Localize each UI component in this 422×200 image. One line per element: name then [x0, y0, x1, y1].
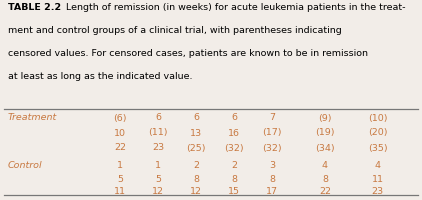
Text: 22: 22 — [319, 188, 331, 196]
Text: 8: 8 — [269, 174, 275, 184]
Text: 5: 5 — [117, 174, 123, 184]
Text: 4: 4 — [322, 160, 328, 170]
Text: TABLE 2.2: TABLE 2.2 — [8, 3, 61, 12]
Text: 16: 16 — [228, 129, 240, 138]
Text: 7: 7 — [269, 114, 275, 122]
Text: 6: 6 — [155, 114, 161, 122]
Text: 6: 6 — [231, 114, 237, 122]
Text: 13: 13 — [190, 129, 202, 138]
Text: (10): (10) — [368, 114, 387, 122]
Text: 12: 12 — [190, 188, 202, 196]
Text: 15: 15 — [228, 188, 240, 196]
Text: (32): (32) — [262, 144, 282, 152]
Text: 11: 11 — [372, 174, 384, 184]
Text: (17): (17) — [262, 129, 282, 138]
Text: 22: 22 — [114, 144, 126, 152]
Text: 8: 8 — [322, 174, 328, 184]
Text: censored values. For censored cases, patients are known to be in remission: censored values. For censored cases, pat… — [8, 49, 368, 58]
Text: 1: 1 — [117, 160, 123, 170]
Text: 2: 2 — [231, 160, 237, 170]
Text: (20): (20) — [368, 129, 387, 138]
Text: 23: 23 — [372, 188, 384, 196]
Text: 4: 4 — [375, 160, 381, 170]
Text: (19): (19) — [315, 129, 335, 138]
Text: (35): (35) — [368, 144, 387, 152]
Text: ment and control groups of a clinical trial, with parentheses indicating: ment and control groups of a clinical tr… — [8, 26, 341, 35]
Text: (11): (11) — [149, 129, 168, 138]
Text: 6: 6 — [193, 114, 199, 122]
Text: 11: 11 — [114, 188, 126, 196]
Text: 23: 23 — [152, 144, 164, 152]
Text: 17: 17 — [266, 188, 278, 196]
Text: at least as long as the indicated value.: at least as long as the indicated value. — [8, 72, 192, 81]
Text: (9): (9) — [318, 114, 332, 122]
Text: Control: Control — [8, 160, 42, 170]
Text: (6): (6) — [114, 114, 127, 122]
Text: 8: 8 — [231, 174, 237, 184]
Text: 2: 2 — [193, 160, 199, 170]
Text: 1: 1 — [155, 160, 161, 170]
Text: Treatment: Treatment — [8, 114, 57, 122]
Text: (32): (32) — [225, 144, 244, 152]
Text: (25): (25) — [187, 144, 206, 152]
Text: 8: 8 — [193, 174, 199, 184]
Text: 10: 10 — [114, 129, 126, 138]
Text: 12: 12 — [152, 188, 164, 196]
Text: Length of remission (in weeks) for acute leukemia patients in the treat-: Length of remission (in weeks) for acute… — [63, 3, 406, 12]
Text: (34): (34) — [315, 144, 335, 152]
Text: 5: 5 — [155, 174, 161, 184]
Text: 3: 3 — [269, 160, 275, 170]
